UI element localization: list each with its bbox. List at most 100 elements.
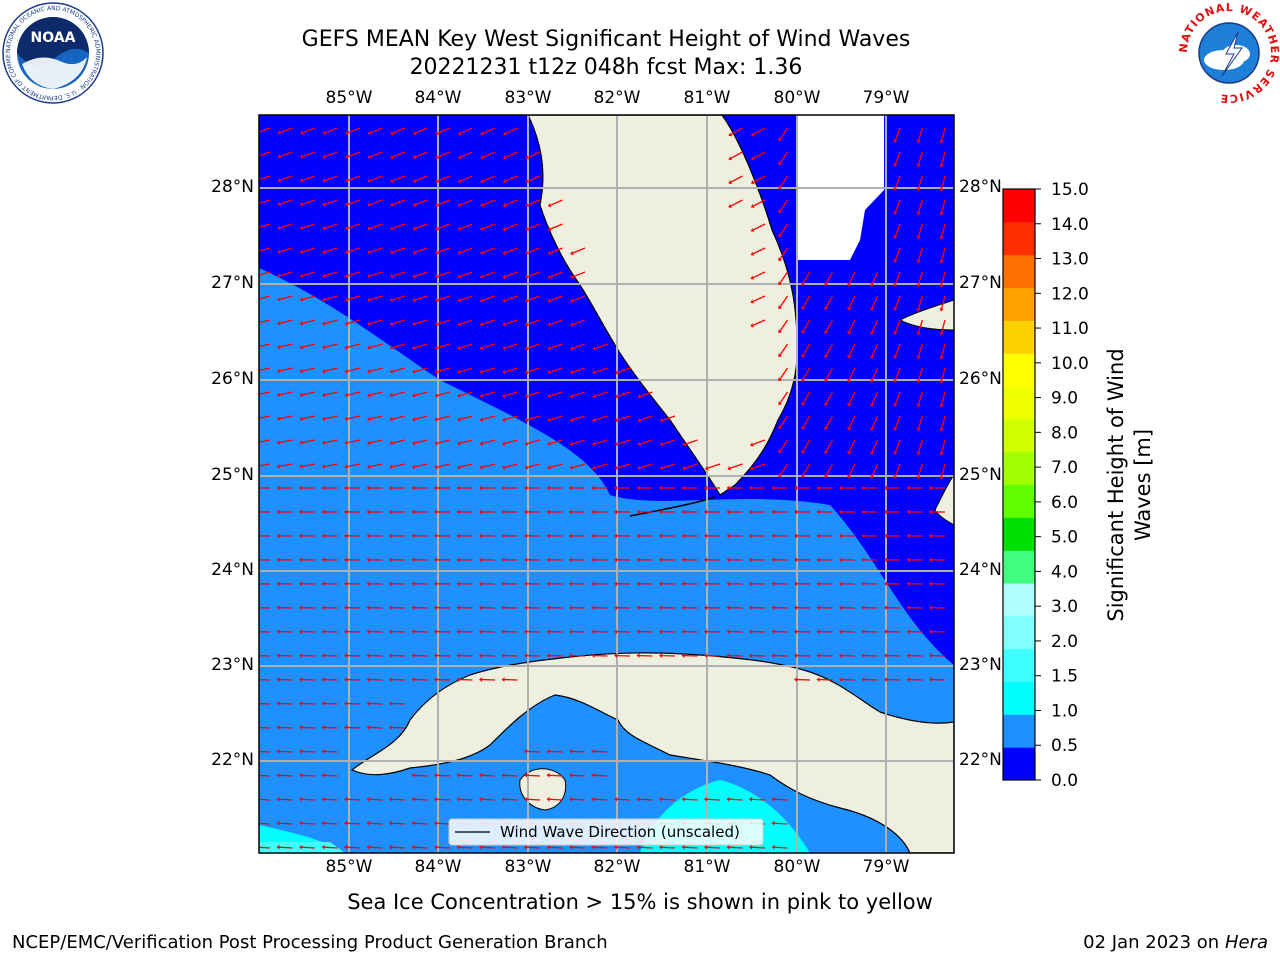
wind-wave-arrow (753, 175, 766, 183)
wind-wave-arrow-head (456, 773, 460, 778)
wind-wave-arrow-head (254, 749, 257, 754)
wind-wave-arrow (459, 391, 473, 397)
wind-wave-arrow-head (893, 451, 898, 455)
wind-wave-arrow-head (861, 581, 865, 587)
wind-wave-arrow-head (704, 581, 708, 587)
wind-wave-arrow-head (524, 298, 529, 303)
wind-wave-arrow-head (456, 509, 460, 515)
wind-wave-arrow-head (457, 226, 462, 231)
wind-wave-arrow-head (824, 402, 829, 407)
wind-wave-arrow (346, 726, 361, 729)
wind-wave-arrow (802, 271, 811, 284)
wind-wave-arrow-head (847, 402, 852, 407)
wind-wave-arrow-head (726, 796, 730, 802)
wind-wave-arrow (415, 199, 428, 206)
wind-wave-arrow (347, 343, 361, 349)
wind-wave-arrow-head (749, 629, 753, 634)
wind-wave-arrow (459, 415, 473, 421)
wind-wave-arrow (504, 463, 518, 468)
wind-wave-arrow-head (344, 321, 349, 326)
wind-wave-arrow-head (299, 273, 304, 278)
wind-wave-arrow-head (434, 250, 439, 255)
wind-wave-arrow-head (704, 605, 708, 611)
wind-wave-arrow-head (501, 509, 505, 515)
wind-wave-arrow-head (254, 725, 257, 730)
wind-wave-arrow (753, 247, 766, 255)
wind-wave-arrow-head (276, 581, 280, 587)
wind-wave-arrow-head (502, 345, 506, 351)
wind-wave-arrow (369, 798, 383, 801)
wind-wave-arrow-head (435, 202, 439, 207)
wind-wave-arrow (436, 846, 451, 849)
wind-wave-arrow-head (525, 226, 529, 232)
wind-wave-arrow-head (801, 401, 806, 406)
wind-wave-arrow-head (824, 354, 829, 359)
wind-wave-arrow-head (344, 178, 349, 183)
wind-wave-arrow-head (255, 202, 259, 206)
wind-wave-arrow-head (344, 581, 348, 587)
wind-wave-arrow-head (847, 306, 852, 311)
wind-wave-arrow-head (839, 677, 843, 682)
wind-wave-arrow (301, 774, 316, 777)
colorbar: 0.0 0.5 1.0 1.5 2.0 3.0 4.0 5.0 6.0 7.0 8.0 9.0 10.0… (1002, 180, 1089, 791)
wind-wave-arrow-head (847, 282, 852, 287)
wind-wave-arrow (549, 367, 563, 373)
wind-wave-arrow (825, 439, 834, 452)
wind-wave-arrow-head (525, 250, 529, 255)
wind-wave-arrow-head (457, 178, 462, 184)
wind-wave-arrow-head (434, 393, 439, 398)
wind-wave-arrow-head (479, 369, 484, 375)
wind-wave-arrow-head (254, 845, 257, 850)
wind-wave-arrow-head (389, 796, 393, 802)
colorbar-tick-label: 11.0 (1051, 319, 1089, 339)
wind-wave-arrow (369, 247, 383, 253)
wind-wave-arrow-head (839, 605, 843, 611)
colorbar-swatch (1003, 517, 1035, 551)
wind-wave-arrow-head (884, 533, 888, 539)
footer-branch: NCEP/EMC/Verification Post Processing Pr… (12, 932, 608, 953)
wind-wave-arrow-head (636, 605, 640, 611)
wind-wave-arrow (751, 846, 766, 849)
wind-wave-arrow (848, 343, 856, 356)
wind-wave-arrow (802, 295, 811, 308)
wind-wave-arrow-head (299, 485, 303, 491)
wind-wave-arrow-head (525, 274, 529, 279)
wind-wave-arrow (436, 774, 451, 777)
wind-wave-arrow-head (794, 629, 798, 634)
wind-wave-arrow (894, 367, 901, 381)
wind-wave-arrow-head (321, 440, 326, 445)
wind-wave-arrow-head (893, 283, 898, 287)
wind-wave-arrow (730, 175, 743, 183)
wind-wave-arrow-head (893, 235, 898, 239)
wind-wave-arrow-head (411, 820, 415, 826)
wind-wave-arrow-head (929, 533, 933, 539)
wind-wave-arrow-head (636, 796, 640, 802)
wind-wave-arrow-head (344, 464, 348, 469)
wind-wave-arrow (779, 199, 789, 212)
wind-wave-arrow (437, 415, 451, 420)
wind-wave-arrow-head (299, 416, 303, 421)
wind-wave-arrow-head (322, 249, 326, 255)
wind-wave-arrow-head (321, 653, 325, 658)
wind-wave-arrow (639, 463, 653, 469)
wind-wave-arrow-head (816, 677, 820, 682)
wind-wave-arrow-head (939, 163, 944, 168)
wind-wave-arrow-head (299, 557, 303, 563)
wind-wave-arrow-head (254, 534, 257, 539)
wind-wave-arrow-head (411, 653, 415, 658)
wind-wave-arrow (527, 391, 541, 397)
wind-wave-arrow (369, 319, 383, 325)
wind-wave-arrow (392, 415, 406, 420)
wind-wave-arrow-head (299, 344, 303, 350)
wind-wave-arrow-head (411, 416, 416, 422)
wind-wave-arrow (594, 750, 608, 753)
colorbar-swatch (1003, 681, 1035, 715)
wind-wave-arrow-head (569, 749, 573, 754)
wind-wave-arrow-head (389, 297, 394, 303)
wind-wave-arrow-head (861, 605, 865, 611)
wind-wave-arrow-head (749, 485, 753, 491)
wind-wave-arrow-head (367, 369, 371, 374)
wind-wave-arrow (571, 798, 586, 801)
wind-wave-arrow-head (884, 605, 888, 611)
wind-wave-arrow (894, 151, 901, 165)
